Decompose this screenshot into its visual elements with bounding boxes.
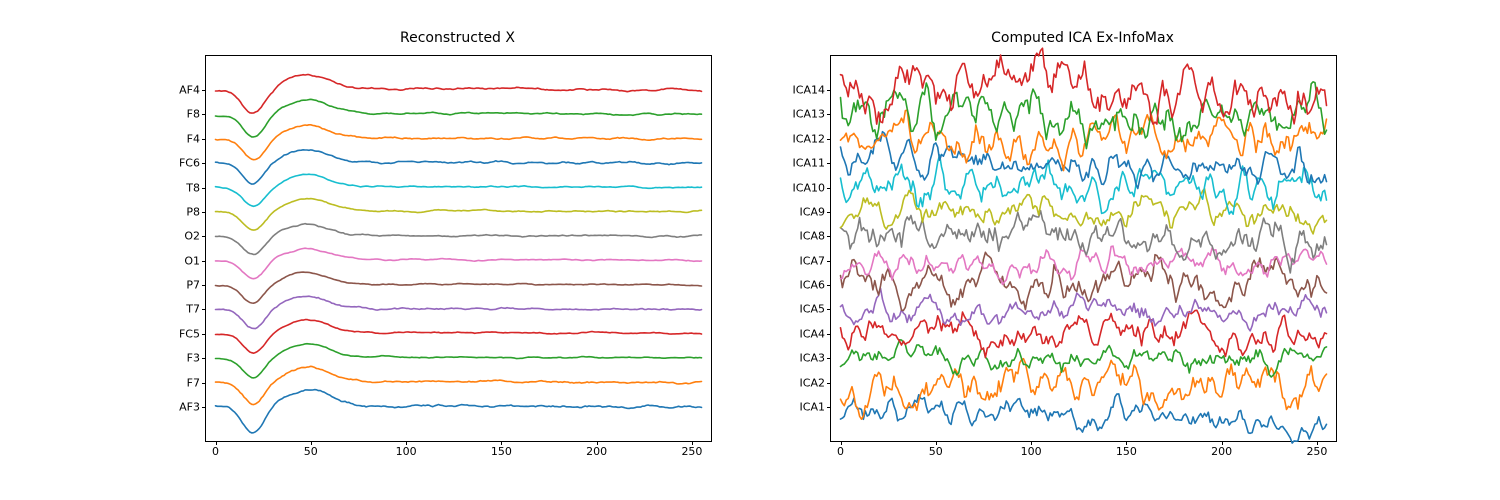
y-tick-label-FC5: FC5 xyxy=(179,327,206,340)
figure: Reconstructed X050100150200250AF3F7F3FC5… xyxy=(0,0,1500,500)
y-tick-label-F7: F7 xyxy=(187,376,206,389)
series-ICA11 xyxy=(841,132,1327,189)
x-tick-label: 150 xyxy=(1116,441,1137,458)
series-P7 xyxy=(216,272,702,303)
series-ICA3 xyxy=(841,340,1327,377)
y-tick-label-ICA2: ICA2 xyxy=(800,376,831,389)
y-tick-label-T7: T7 xyxy=(186,303,206,316)
y-tick-label-ICA9: ICA9 xyxy=(800,205,831,218)
right-title: Computed ICA Ex-InfoMax xyxy=(830,30,1335,46)
series-ICA7 xyxy=(841,246,1327,284)
x-tick-label: 0 xyxy=(212,441,219,458)
series-ICA2 xyxy=(841,359,1327,420)
y-tick-label-ICA12: ICA12 xyxy=(793,132,831,145)
series-ICA12 xyxy=(841,110,1327,170)
y-tick-label-ICA11: ICA11 xyxy=(793,157,831,170)
y-tick-label-ICA10: ICA10 xyxy=(793,181,831,194)
y-tick-label-O2: O2 xyxy=(184,230,206,243)
series-O1 xyxy=(216,248,702,279)
y-tick-label-P8: P8 xyxy=(186,205,206,218)
y-tick-label-FC6: FC6 xyxy=(179,157,206,170)
y-tick-label-AF3: AF3 xyxy=(179,400,206,413)
y-tick-label-AF4: AF4 xyxy=(179,84,206,97)
x-tick-label: 0 xyxy=(837,441,844,458)
subplot-right: Computed ICA Ex-InfoMax 050100150200250IC… xyxy=(830,0,1335,500)
y-tick-label-ICA13: ICA13 xyxy=(793,108,831,121)
y-tick-label-F8: F8 xyxy=(187,108,206,121)
x-tick-label: 200 xyxy=(1211,441,1232,458)
x-tick-label: 50 xyxy=(304,441,318,458)
series-ICA10 xyxy=(841,155,1327,214)
series-T8 xyxy=(216,174,702,206)
y-tick-label-ICA6: ICA6 xyxy=(800,279,831,292)
y-tick-label-ICA14: ICA14 xyxy=(793,84,831,97)
x-tick-label: 100 xyxy=(1021,441,1042,458)
y-tick-label-O1: O1 xyxy=(184,254,206,267)
series-ICA14 xyxy=(841,48,1327,124)
series-AF3 xyxy=(216,390,702,433)
x-tick-label: 150 xyxy=(491,441,512,458)
x-tick-label: 100 xyxy=(396,441,417,458)
series-T7 xyxy=(216,296,702,328)
y-tick-label-ICA4: ICA4 xyxy=(800,327,831,340)
subplot-left: Reconstructed X 050100150200250AF3F7F3FC5… xyxy=(205,0,710,500)
left-plot-area: 050100150200250AF3F7F3FC5T7P7O1O2P8T8FC6… xyxy=(205,55,712,442)
left-series-layer xyxy=(206,56,711,441)
y-tick-label-P7: P7 xyxy=(186,279,206,292)
y-tick-label-ICA3: ICA3 xyxy=(800,352,831,365)
right-series-layer xyxy=(831,56,1336,441)
series-P8 xyxy=(216,199,702,231)
series-F7 xyxy=(216,366,702,404)
series-ICA1 xyxy=(841,394,1327,443)
series-F8 xyxy=(216,99,702,137)
left-title: Reconstructed X xyxy=(205,30,710,46)
x-tick-label: 50 xyxy=(929,441,943,458)
x-tick-label: 250 xyxy=(681,441,702,458)
y-tick-label-ICA7: ICA7 xyxy=(800,254,831,267)
y-tick-label-F4: F4 xyxy=(187,132,206,145)
y-tick-label-ICA1: ICA1 xyxy=(800,400,831,413)
series-O2 xyxy=(216,224,702,255)
x-tick-label: 250 xyxy=(1306,441,1327,458)
y-tick-label-T8: T8 xyxy=(186,181,206,194)
series-ICA5 xyxy=(841,288,1327,331)
series-AF4 xyxy=(216,75,702,114)
y-tick-label-ICA5: ICA5 xyxy=(800,303,831,316)
y-tick-label-ICA8: ICA8 xyxy=(800,230,831,243)
x-tick-label: 200 xyxy=(586,441,607,458)
right-plot-area: 050100150200250ICA1ICA2ICA3ICA4ICA5ICA6I… xyxy=(830,55,1337,442)
y-tick-label-F3: F3 xyxy=(187,352,206,365)
